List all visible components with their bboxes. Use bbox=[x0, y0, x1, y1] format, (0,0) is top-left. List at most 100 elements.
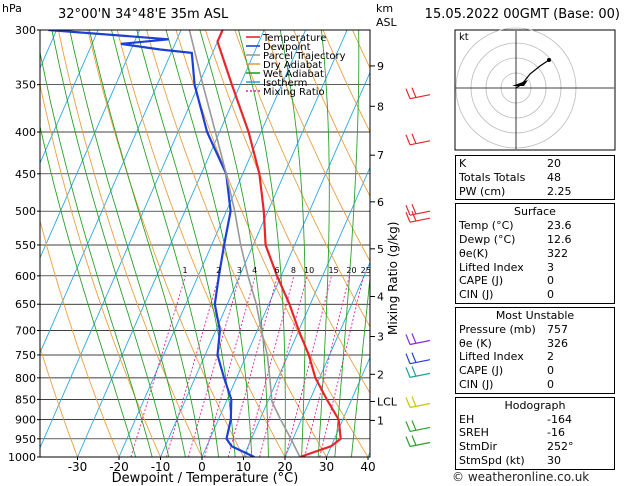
wind-barb-icon bbox=[405, 133, 431, 146]
mixing-ratio-line bbox=[285, 275, 332, 457]
isotherm-line bbox=[40, 30, 224, 449]
wind-barb-icon bbox=[405, 203, 431, 216]
isotherm-line bbox=[326, 356, 370, 457]
index-row-k: K 20 bbox=[459, 157, 561, 170]
indices-box: K 20 Totals Totals 48 PW (cm) 2.25 bbox=[455, 155, 615, 201]
isotherm-line bbox=[201, 71, 370, 457]
pressure-tick-label: 950 bbox=[15, 433, 36, 446]
mixing-ratio-label: 4 bbox=[252, 266, 257, 275]
km-tick-label: 7 bbox=[377, 149, 384, 162]
mixing-ratio-line bbox=[130, 275, 186, 457]
dry-adiabat-line bbox=[40, 82, 161, 457]
mixing-ratio-label: 15 bbox=[328, 266, 338, 275]
mixing-ratio-label: 3 bbox=[237, 266, 242, 275]
mu-row: CIN (J) 0 bbox=[459, 377, 554, 391]
isotherm-line bbox=[40, 30, 99, 165]
hodograph-endpoint bbox=[547, 58, 551, 62]
temperature-tick-label: 10 bbox=[236, 460, 251, 474]
hodo-row: StmSpd (kt) 30 bbox=[459, 453, 561, 467]
dry-adiabat-line bbox=[617, 30, 629, 457]
temperature-tick-label: -20 bbox=[109, 460, 129, 474]
hodograph-box: Hodograph EH -164 SREH -16 StmDir 252° StmS… bbox=[455, 396, 615, 470]
km-tick-label: 5 bbox=[377, 243, 384, 256]
isotherm-line bbox=[243, 166, 370, 457]
mixing-ratio-line bbox=[165, 275, 220, 457]
surface-row: CIN (J) 0 bbox=[459, 288, 554, 302]
mu-row: θe (K) 326 bbox=[459, 336, 568, 350]
legend-label: Dry Adiabat bbox=[263, 60, 322, 71]
legend-label: Isotherm bbox=[263, 78, 307, 89]
legend-label: Mixing Ratio bbox=[263, 87, 325, 98]
wind-barb-icon bbox=[405, 87, 431, 100]
mixing-ratio-label: 10 bbox=[304, 266, 314, 275]
temperature-tick-label: 40 bbox=[360, 460, 375, 474]
mu-row: Pressure (mb) 757 bbox=[459, 322, 568, 336]
dry-adiabat-line bbox=[87, 30, 244, 457]
temperature-tick-label: 30 bbox=[319, 460, 334, 474]
date-title: 15.05.2022 00GMT (Base: 00) bbox=[425, 7, 620, 22]
surface-box: Surface Temp (°C) 23.6 Dewp (°C) 12.6 θe(K… bbox=[455, 203, 615, 304]
legend-label: Parcel Trajectory bbox=[263, 51, 346, 62]
mixing-ratio-axis-title: Mixing Ratio (g/kg) bbox=[386, 222, 400, 335]
pressure-tick-label: 700 bbox=[15, 325, 36, 338]
km-tick-label: 6 bbox=[377, 196, 384, 209]
wet-adiabat-line bbox=[350, 273, 370, 457]
pressure-tick-label: 450 bbox=[15, 168, 36, 181]
mixing-ratio-label: 6 bbox=[275, 266, 280, 275]
hodo-row: SREH -16 bbox=[459, 426, 565, 440]
km-tick-label: 2 bbox=[377, 368, 384, 381]
dry-adiabat-line bbox=[40, 219, 120, 457]
dry-adiabat-line bbox=[40, 345, 78, 457]
wet-adiabat-line bbox=[88, 30, 203, 457]
pressure-tick-label: 350 bbox=[15, 79, 36, 92]
km-tick-label: 9 bbox=[377, 60, 384, 73]
wind-barb-icon bbox=[405, 210, 431, 223]
pressure-tick-label: 1000 bbox=[8, 451, 36, 464]
mixing-ratio-line bbox=[204, 275, 256, 457]
wet-adiabat-line bbox=[279, 30, 306, 457]
legend-label: Temperature bbox=[262, 33, 326, 44]
temperature-line bbox=[216, 30, 342, 457]
dry-adiabat-line bbox=[204, 30, 370, 394]
mixing-ratio-line bbox=[245, 275, 295, 457]
wet-adiabat-line bbox=[40, 124, 137, 457]
asl-label: ASL bbox=[376, 16, 398, 29]
dry-adiabat-line bbox=[175, 30, 369, 457]
x-axis-title: Dewpoint / Temperature (°C) bbox=[112, 471, 299, 486]
dry-adiabat-line bbox=[263, 30, 370, 263]
hodograph-frame bbox=[454, 29, 616, 151]
wind-barb-icon bbox=[405, 352, 431, 365]
most-unstable-title: Most Unstable bbox=[495, 308, 575, 322]
pressure-tick-label: 750 bbox=[15, 349, 36, 362]
surface-row: Dewp (°C) 12.6 bbox=[459, 232, 572, 246]
isotherm-line bbox=[0, 30, 15, 457]
temperature-tick-label: 20 bbox=[277, 460, 292, 474]
surface-row: CAPE (J) 0 bbox=[459, 274, 554, 288]
pressure-tick-label: 800 bbox=[15, 372, 36, 385]
pressure-tick-label: 850 bbox=[15, 393, 36, 406]
mu-row: CAPE (J) 0 bbox=[459, 364, 554, 378]
temperature-tick-label: 0 bbox=[198, 460, 206, 474]
wind-barb-icon bbox=[405, 420, 431, 433]
legend-label: Wet Adiabat bbox=[263, 69, 324, 80]
pressure-tick-label: 650 bbox=[15, 298, 36, 311]
background-lines bbox=[0, 30, 629, 457]
isotherm-line bbox=[77, 30, 265, 457]
mixing-ratio-line bbox=[227, 275, 278, 457]
km-tick-label: LCL bbox=[377, 395, 398, 408]
location-title: 32°00'N 34°48'E 35m ASL bbox=[58, 7, 229, 22]
index-row-pw: PW (cm) 2.25 bbox=[459, 184, 572, 198]
most-unstable-box: Most Unstable Pressure (mb) 757 θe (K) 326… bbox=[455, 306, 615, 394]
hpa-label: hPa bbox=[2, 2, 22, 15]
plot-frame bbox=[39, 29, 371, 458]
dry-adiabat-line bbox=[57, 30, 203, 457]
hodo-row: StmDir 252° bbox=[459, 440, 574, 454]
wet-adiabat-line bbox=[51, 30, 170, 457]
mu-row: Lifted Index 2 bbox=[459, 350, 554, 364]
mixing-ratio-line bbox=[259, 275, 308, 457]
pressure-tick-label: 400 bbox=[15, 126, 36, 139]
pressure-tick-label: 900 bbox=[15, 414, 36, 427]
